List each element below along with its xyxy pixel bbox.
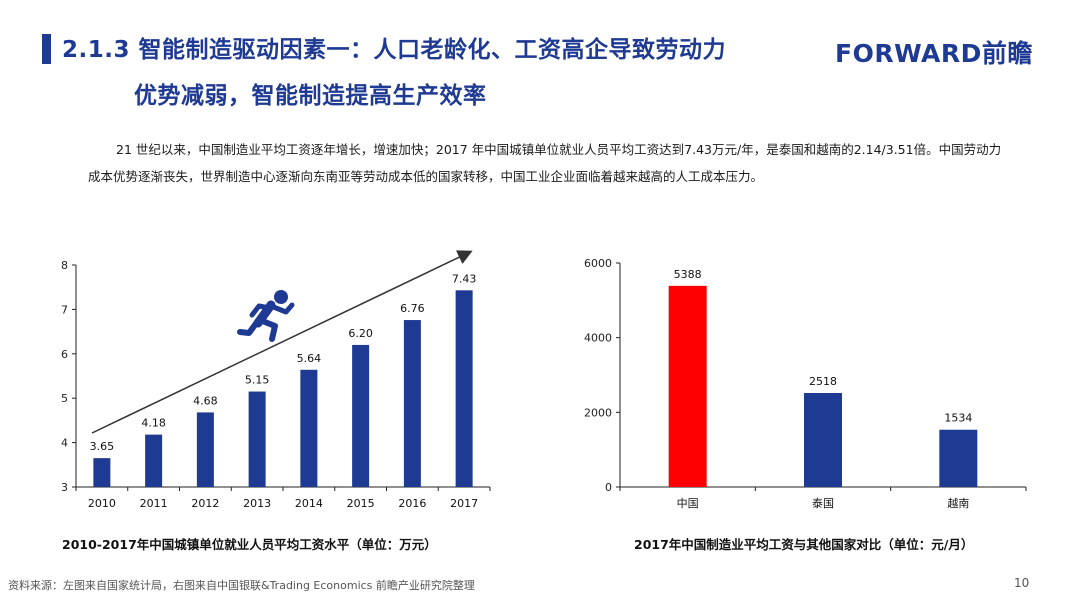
x-tick-label: 2012 [191,497,219,510]
data-label: 3.65 [90,440,115,453]
y-tick-label: 7 [61,303,68,316]
x-tick-label: 2015 [347,497,375,510]
x-tick-label: 2011 [140,497,168,510]
bar [668,285,707,487]
bar [804,392,842,487]
data-label: 5.15 [245,374,270,387]
y-tick-label: 6 [61,348,68,361]
y-tick-label: 2000 [584,406,612,419]
chart2-caption: 2017年中国制造业平均工资与其他国家对比（单位：元/月） [634,537,974,552]
page-title-line2: 优势减弱，智能制造提高生产效率 [134,83,487,109]
x-tick-label: 2010 [88,497,116,510]
y-tick-label: 4000 [584,332,612,345]
data-label: 6.76 [400,302,425,315]
y-tick-label: 5 [61,392,68,405]
page-title-line1: 2.1.3 智能制造驱动因素一：人口老龄化、工资高企导致劳动力 [62,37,726,63]
y-tick-label: 0 [605,481,612,494]
data-label: 7.43 [452,272,477,285]
y-tick-label: 3 [61,481,68,494]
y-tick-label: 6000 [584,257,612,270]
running-person-shape [257,317,278,342]
data-label: 1534 [944,412,972,425]
bar [300,369,318,487]
bar [196,412,214,487]
bar [403,320,421,487]
bar [939,429,978,487]
bar [93,458,111,487]
data-label: 2518 [809,375,837,388]
bar [145,434,163,487]
page-number: 10 [1014,576,1030,590]
x-tick-label: 中国 [677,497,699,510]
chart1-caption: 2010-2017年中国城镇单位就业人员平均工资水平（单位：万元） [62,537,437,552]
running-person-shape [237,319,260,336]
data-label: 5.64 [297,352,322,365]
data-label: 6.20 [348,327,373,340]
data-label: 5388 [674,268,702,281]
source-note: 资料来源：左图来自国家统计局，右图来自中国银联&Trading Economic… [8,579,475,592]
data-label: 4.18 [141,417,166,430]
trend-arrow [91,250,473,434]
y-tick-label: 4 [61,437,68,450]
running-person-shape [268,302,295,315]
brand-logo: FORWARD前瞻 [835,39,1033,68]
y-tick-label: 8 [61,259,68,272]
running-person-shape [249,303,273,318]
running-person-icon [237,290,295,342]
bar [352,344,370,487]
x-tick-label: 2014 [295,497,323,510]
x-tick-label: 2013 [243,497,271,510]
bar [455,290,473,487]
running-person-shape [274,290,288,304]
x-tick-label: 2017 [450,497,478,510]
data-label: 4.68 [193,394,218,407]
x-tick-label: 泰国 [812,496,834,510]
x-tick-label: 2016 [398,497,426,510]
x-tick-label: 越南 [947,496,969,510]
bar [248,391,266,487]
body-paragraph: 21 世纪以来，中国制造业平均工资逐年增长，增速加快；2017 年中国城镇单位就… [88,142,1002,184]
title-accent-bar [42,34,51,64]
